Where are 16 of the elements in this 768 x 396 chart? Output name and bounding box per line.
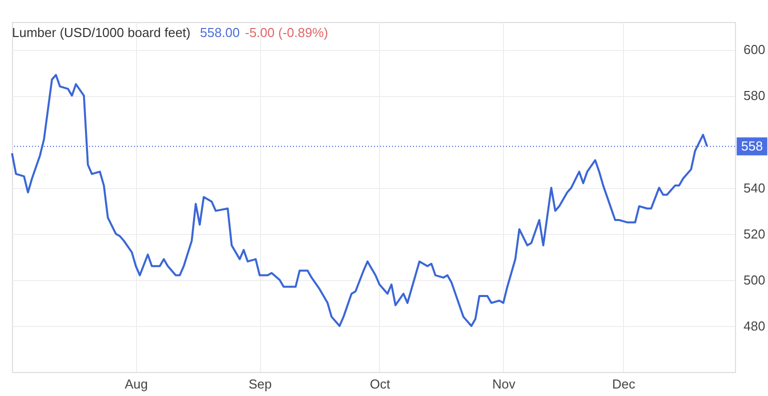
annotation: 558.00 <box>200 25 240 40</box>
x-tick-label: Dec <box>612 376 636 392</box>
chart-title: Lumber (USD/1000 board feet) <box>12 25 190 40</box>
y-tick-label: 600 <box>744 42 766 58</box>
y-tick-label: 580 <box>744 88 766 104</box>
y-tick-label: 500 <box>744 272 766 288</box>
y-tick-label: 520 <box>744 226 766 242</box>
line-series <box>11 74 708 327</box>
x-tick-label: Sep <box>248 376 272 392</box>
x-tick-label: Nov <box>492 376 516 392</box>
annotation: -5.00 (-0.89%) <box>245 25 328 40</box>
y-tick-label: 480 <box>744 318 766 334</box>
x-tick-label: Aug <box>124 376 148 392</box>
ref-line-label: 558 <box>741 138 763 154</box>
x-tick-label: Oct <box>370 376 390 392</box>
y-tick-label: 540 <box>744 180 766 196</box>
